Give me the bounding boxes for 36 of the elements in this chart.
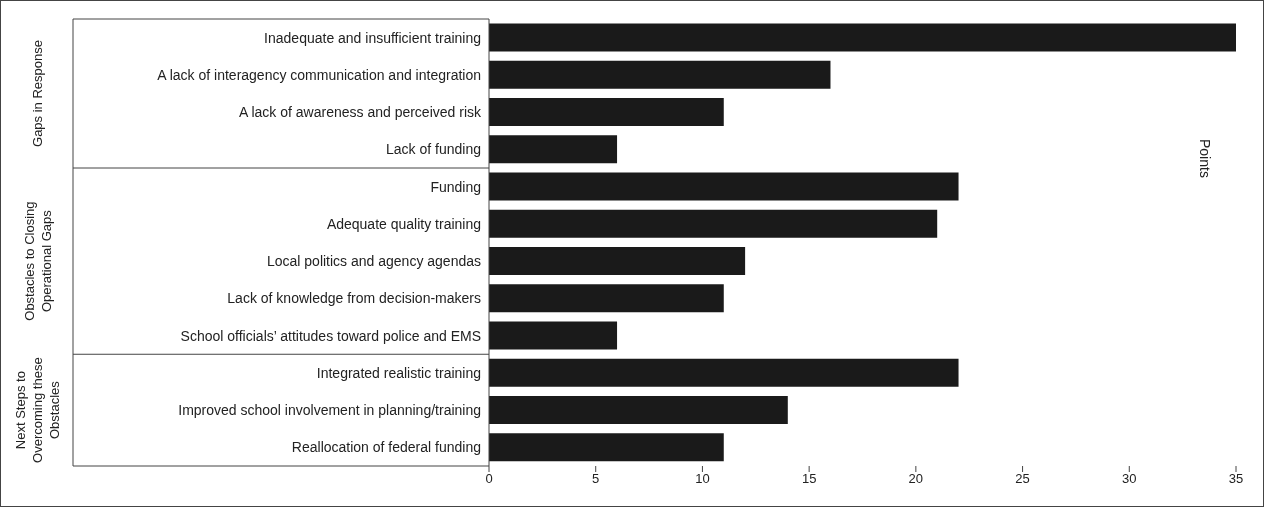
bar <box>489 433 724 462</box>
bar <box>489 321 618 350</box>
x-tick-label: 30 <box>1122 471 1137 487</box>
x-tick-label: 0 <box>485 471 493 487</box>
x-tick-label: 15 <box>801 471 817 487</box>
annotation: Points <box>1197 139 1213 178</box>
text: Obstacles to Closing Operational Gaps <box>21 201 54 321</box>
bar <box>489 135 618 164</box>
bar <box>489 284 724 313</box>
y-tick-label: A lack of interagency communication and integration <box>157 66 481 83</box>
y-tick-label: Improved school involvement in planning/training <box>178 402 481 419</box>
bar <box>489 209 938 238</box>
x-tick-label: 5 <box>592 471 600 487</box>
bar <box>489 172 959 201</box>
y-tick-label: Lack of knowledge from decision-makers <box>227 290 481 307</box>
y-tick-label: Funding <box>430 178 481 195</box>
bar <box>489 358 959 387</box>
y-tick-label: Adequate quality training <box>326 215 481 232</box>
x-tick-label: 20 <box>908 471 924 487</box>
y-tick-label: Inadequate and insufficient training <box>264 29 481 46</box>
y-tick-label: Lack of funding <box>386 141 481 158</box>
x-tick-label: 25 <box>1015 471 1030 487</box>
y-tick-label: Local politics and agency agendas <box>266 253 481 270</box>
bar <box>489 23 1236 52</box>
x-tick-label: 35 <box>1228 471 1244 487</box>
bar <box>489 246 746 275</box>
bar <box>489 97 724 126</box>
bar <box>489 395 788 424</box>
y-tick-label: Reallocation of federal funding <box>291 439 481 456</box>
bar <box>489 60 831 89</box>
x-tick-label: 10 <box>695 471 710 487</box>
y-tick-label: Integrated realistic training <box>316 364 481 381</box>
y-tick-label: School officials’ attitudes toward police and EMS <box>180 327 481 344</box>
text: Next Steps to Overcoming these Obstacles <box>13 357 62 463</box>
text: Gaps in Response <box>30 40 45 147</box>
y-tick-label: A lack of awareness and perceived risk <box>238 104 482 121</box>
